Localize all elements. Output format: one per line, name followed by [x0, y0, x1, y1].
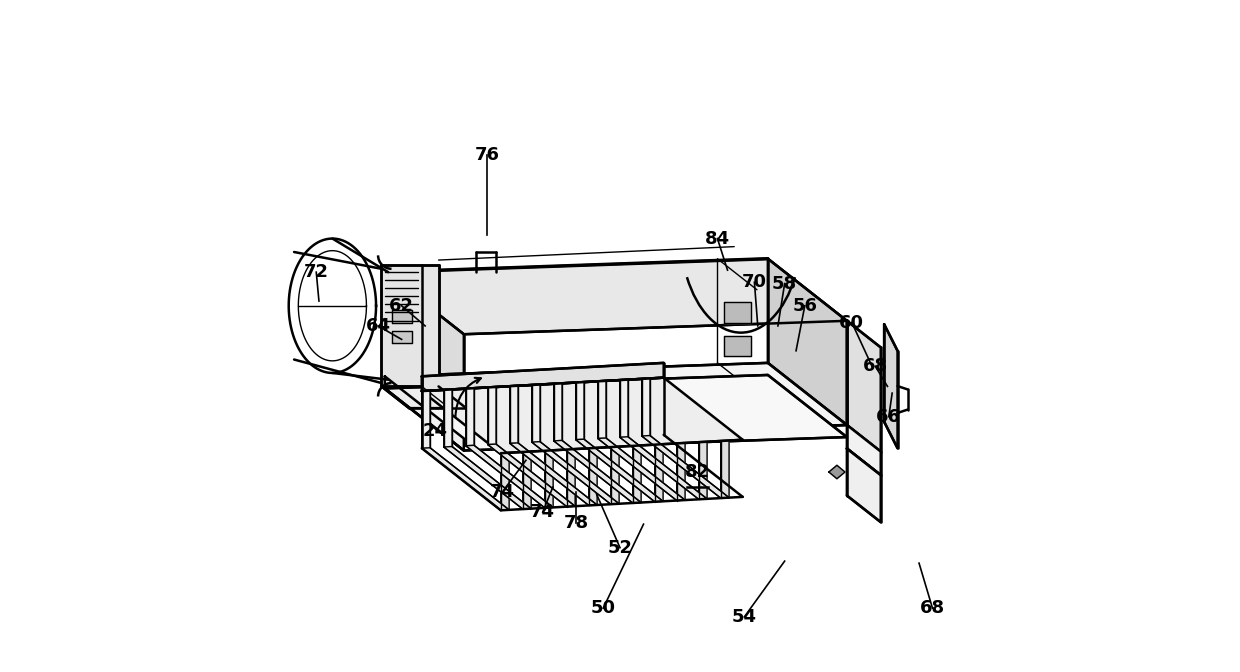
- Polygon shape: [720, 441, 729, 498]
- Polygon shape: [422, 378, 743, 453]
- Polygon shape: [382, 265, 439, 386]
- Polygon shape: [487, 387, 496, 445]
- Polygon shape: [554, 440, 641, 503]
- Text: 82: 82: [684, 463, 709, 480]
- Polygon shape: [641, 435, 729, 498]
- Text: 68: 68: [920, 599, 945, 617]
- Polygon shape: [598, 438, 684, 501]
- Polygon shape: [384, 259, 847, 334]
- Text: 52: 52: [608, 539, 632, 556]
- Polygon shape: [523, 452, 531, 509]
- Polygon shape: [567, 449, 575, 507]
- Text: 68: 68: [863, 358, 888, 375]
- Text: 56: 56: [792, 297, 817, 314]
- Polygon shape: [422, 363, 663, 391]
- Polygon shape: [589, 448, 598, 505]
- Polygon shape: [510, 443, 598, 505]
- Polygon shape: [847, 425, 880, 475]
- Text: 74: 74: [531, 503, 556, 521]
- Polygon shape: [632, 446, 641, 503]
- Text: 24: 24: [423, 423, 448, 440]
- Text: 64: 64: [366, 317, 391, 335]
- Polygon shape: [598, 381, 606, 438]
- Polygon shape: [384, 272, 464, 438]
- Polygon shape: [544, 450, 553, 508]
- Polygon shape: [384, 376, 464, 450]
- Polygon shape: [532, 384, 541, 442]
- Polygon shape: [501, 453, 510, 510]
- Polygon shape: [724, 302, 751, 323]
- Polygon shape: [655, 444, 663, 502]
- Text: 66: 66: [877, 408, 901, 425]
- Polygon shape: [422, 448, 510, 510]
- Polygon shape: [466, 388, 474, 446]
- Text: 72: 72: [304, 263, 329, 281]
- Text: 60: 60: [839, 314, 864, 331]
- Text: 58: 58: [773, 275, 797, 292]
- Polygon shape: [698, 442, 707, 499]
- Text: 50: 50: [590, 599, 616, 617]
- Polygon shape: [554, 383, 562, 441]
- Text: 62: 62: [389, 297, 414, 314]
- Polygon shape: [847, 448, 880, 522]
- Polygon shape: [575, 439, 663, 502]
- Polygon shape: [768, 259, 847, 425]
- Text: 76: 76: [475, 146, 500, 163]
- Polygon shape: [724, 336, 751, 356]
- Polygon shape: [392, 331, 412, 343]
- Polygon shape: [575, 382, 584, 439]
- Polygon shape: [620, 437, 707, 499]
- Polygon shape: [641, 378, 650, 436]
- Text: 74: 74: [490, 483, 515, 501]
- Polygon shape: [466, 446, 553, 508]
- Text: 78: 78: [564, 514, 589, 532]
- Polygon shape: [422, 390, 430, 448]
- Polygon shape: [884, 324, 898, 448]
- Polygon shape: [444, 389, 453, 447]
- Polygon shape: [444, 446, 531, 509]
- Polygon shape: [620, 380, 627, 437]
- Text: 84: 84: [704, 230, 730, 247]
- Polygon shape: [384, 375, 847, 450]
- Polygon shape: [487, 444, 575, 507]
- Polygon shape: [382, 386, 466, 408]
- Polygon shape: [384, 363, 847, 438]
- Text: 70: 70: [742, 274, 766, 291]
- Polygon shape: [677, 443, 684, 501]
- Polygon shape: [532, 442, 619, 504]
- Polygon shape: [392, 310, 412, 323]
- Polygon shape: [847, 321, 880, 452]
- Polygon shape: [510, 386, 518, 444]
- Polygon shape: [611, 447, 619, 504]
- Polygon shape: [828, 465, 844, 478]
- Text: 54: 54: [732, 608, 756, 626]
